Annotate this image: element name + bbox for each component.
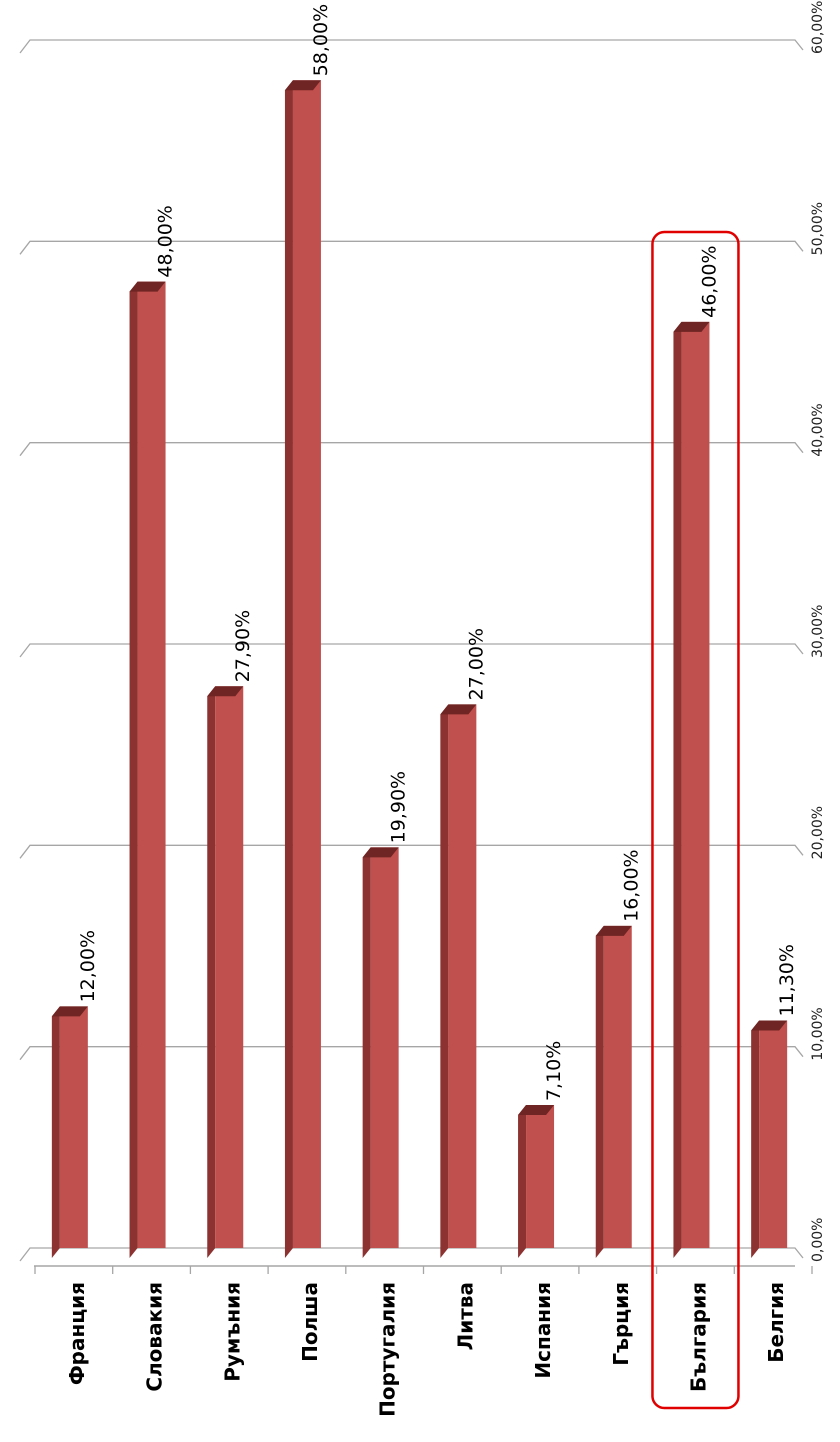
bar: 16,00%: [595, 849, 643, 1258]
bar-front: [137, 281, 166, 1249]
category-label: Франция: [65, 1282, 89, 1385]
value-tick-label: 30,00%: [810, 605, 826, 658]
bar-top: [751, 1020, 788, 1031]
bar-front: [292, 80, 321, 1248]
bar-top: [207, 686, 244, 697]
bar-side: [129, 281, 138, 1259]
bar-value-label: 27,00%: [465, 628, 487, 700]
category-label: Белгия: [764, 1282, 788, 1363]
bar-top: [362, 847, 399, 858]
bar-side: [673, 321, 682, 1258]
category-label: Гърция: [609, 1282, 633, 1366]
bar-side: [51, 1006, 60, 1258]
category-label: Португалия: [376, 1282, 400, 1417]
value-tick-label: 20,00%: [810, 806, 826, 859]
bar-top: [284, 80, 321, 91]
bar-side: [362, 847, 371, 1258]
bar-front: [759, 1020, 788, 1248]
gridline: [19, 39, 804, 54]
gridline: [19, 1247, 804, 1262]
value-axis: 0,00% 10,00% 20,00% 30,00% 40,00% 50,00% 60,00…: [34, 1, 826, 1274]
bar-front: [681, 321, 710, 1248]
value-tick-label: 0,00%: [810, 1218, 826, 1262]
category-label: Испания: [531, 1282, 555, 1379]
bar: 27,00%: [440, 628, 487, 1258]
category-label: България: [686, 1282, 710, 1392]
bar: 48,00%: [129, 205, 177, 1259]
bar-top: [518, 1105, 555, 1116]
category-label: Румъния: [220, 1282, 244, 1382]
value-tick-label: 40,00%: [810, 403, 826, 456]
bar-value-label: 12,00%: [77, 930, 99, 1002]
category-axis: Франция Словакия Румъния Полша Португалия Лит…: [65, 1282, 788, 1417]
highlight-box-rect: [651, 230, 740, 1410]
bar: 7,10%: [518, 1041, 565, 1258]
bar-value-label: 46,00%: [698, 245, 720, 317]
bar-side: [595, 925, 604, 1258]
bar-top: [129, 281, 166, 292]
value-tick-label: 50,00%: [810, 202, 826, 255]
bar-value-label: 16,00%: [621, 849, 643, 921]
category-label: Литва: [453, 1282, 477, 1350]
gridlines: [19, 39, 804, 1262]
bar: 11,30%: [751, 944, 798, 1258]
bar-side: [284, 80, 293, 1258]
value-tick-label: 10,00%: [810, 1007, 826, 1060]
bar-side: [440, 704, 449, 1258]
category-label: Полша: [298, 1282, 322, 1362]
gridline: [19, 1046, 804, 1061]
bar-series: 12,00% 48,00% 27,90% 58,00% 19,90% 27,00% 7,10…: [51, 4, 798, 1259]
gridline: [19, 844, 804, 859]
bar-side: [751, 1020, 760, 1258]
bar-value-label: 11,30%: [776, 944, 798, 1016]
value-tick-label: 60,00%: [810, 1, 826, 54]
highlight-box: [651, 230, 740, 1410]
gridline: [19, 643, 804, 658]
bar-value-label: 19,90%: [388, 771, 410, 843]
bar-value-label: 58,00%: [310, 4, 332, 76]
bar-front: [59, 1006, 88, 1248]
bar-front: [603, 925, 632, 1248]
bar-front: [370, 847, 399, 1248]
bar-front: [526, 1105, 555, 1248]
bar-value-label: 7,10%: [543, 1041, 565, 1101]
gridline: [19, 442, 804, 457]
bar-top: [595, 925, 632, 936]
category-label: Словакия: [143, 1282, 167, 1392]
bar: 19,90%: [362, 771, 410, 1258]
bar-top: [440, 704, 477, 715]
bar-value-label: 27,90%: [232, 610, 254, 682]
bar: 27,90%: [207, 610, 254, 1258]
bar-value-label: 48,00%: [155, 205, 177, 277]
bar: 46,00%: [673, 245, 720, 1258]
gridline: [19, 240, 804, 255]
bar-top: [51, 1006, 88, 1017]
bar-front: [448, 704, 477, 1248]
bar: 58,00%: [284, 4, 332, 1258]
bar: 12,00%: [51, 930, 99, 1258]
bar-side: [518, 1105, 527, 1258]
bar-front: [215, 686, 244, 1248]
bar-top: [673, 321, 710, 332]
bar-side: [207, 686, 216, 1258]
